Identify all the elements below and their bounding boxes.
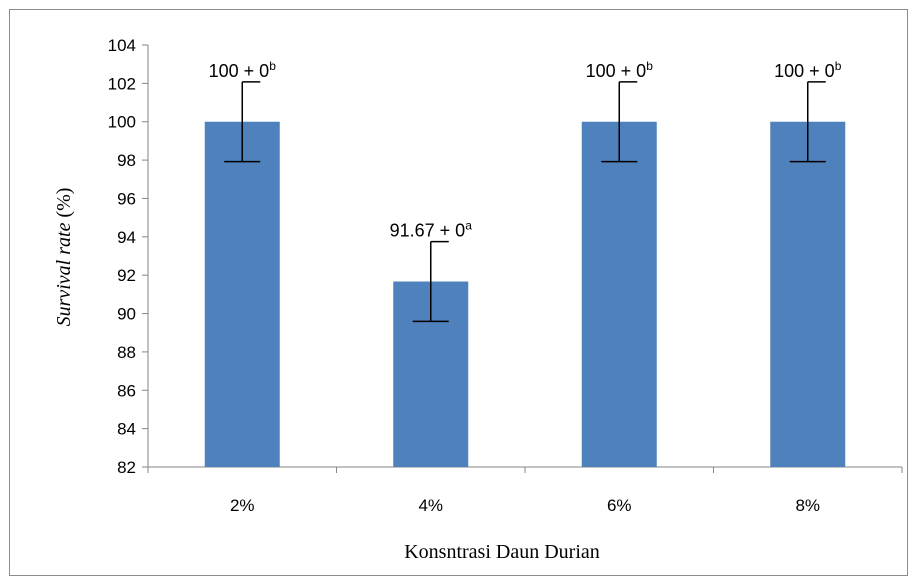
data-label-letter: b	[646, 59, 653, 73]
y-tick-label: 102	[108, 74, 136, 93]
x-tick-label: 4%	[418, 496, 443, 515]
y-tick-label: 104	[108, 36, 136, 55]
x-tick-label: 8%	[795, 496, 820, 515]
y-tick-label: 92	[117, 266, 136, 285]
data-label: 100 + 0b	[586, 59, 654, 81]
data-label-letter: b	[269, 59, 276, 73]
data-label-letter: a	[465, 219, 472, 233]
y-tick-label: 98	[117, 151, 136, 170]
y-tick-label: 82	[117, 458, 136, 477]
bar	[770, 121, 846, 468]
y-axis-title-italic: Survival rate	[53, 222, 75, 326]
bar	[204, 121, 280, 468]
x-axis: 2% 4% 6% 8%	[147, 466, 903, 515]
bar	[581, 121, 657, 468]
x-tick-label: 2%	[230, 496, 255, 515]
data-label-value: 91.67 + 0	[390, 221, 466, 241]
y-tick-label: 84	[117, 420, 136, 439]
y-tick-label: 100	[108, 113, 136, 132]
data-label: 100 + 0b	[774, 59, 842, 81]
bars	[204, 81, 846, 468]
y-tick-label: 96	[117, 189, 136, 208]
data-label-value: 100 + 0	[209, 61, 270, 81]
y-tick-label: 88	[117, 343, 136, 362]
y-tick-label: 86	[117, 381, 136, 400]
y-axis: 82 84 86 88 90 92 94 96 98 100 102 104	[108, 36, 149, 477]
y-axis-title-unit: (%)	[53, 188, 75, 223]
x-axis-title: Konsntrasi Daun Durian	[404, 541, 600, 563]
x-tick-label: 6%	[607, 496, 632, 515]
y-tick-label: 90	[117, 305, 136, 324]
y-axis-title: Survival rate (%)	[53, 188, 75, 327]
y-tick-label: 94	[117, 228, 136, 247]
data-label-letter: b	[835, 59, 842, 73]
data-label-value: 100 + 0	[586, 61, 647, 81]
data-label: 91.67 + 0a	[390, 219, 473, 241]
data-label-value: 100 + 0	[774, 61, 835, 81]
data-label: 100 + 0b	[209, 59, 277, 81]
